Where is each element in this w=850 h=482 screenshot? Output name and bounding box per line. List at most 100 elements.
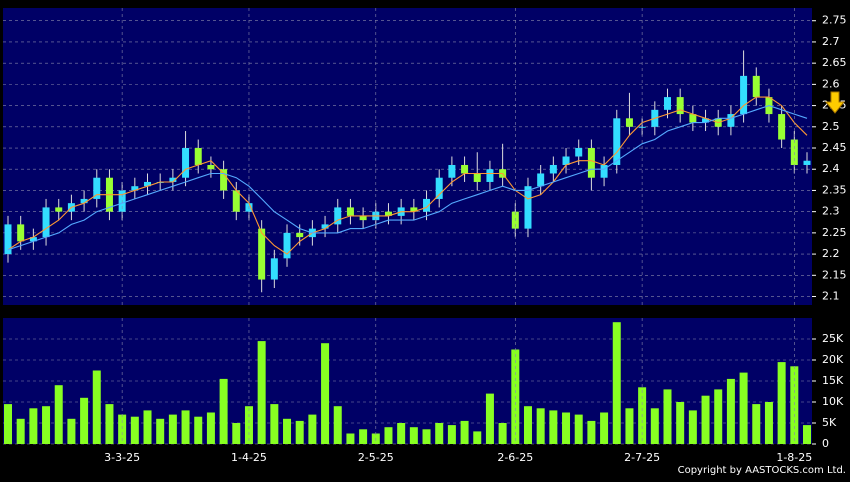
candle-body	[625, 118, 633, 127]
candle-body	[587, 148, 595, 178]
copyright: Copyright by AASTOCKS.com Ltd.	[678, 465, 846, 476]
volume-bar	[257, 341, 266, 444]
volume-bar	[346, 433, 355, 444]
candle-body	[144, 181, 152, 187]
y-tick-label: 2.2	[822, 247, 840, 260]
candle-body	[702, 118, 710, 123]
candle-body	[80, 198, 88, 204]
volume-bar	[4, 404, 12, 444]
candle-body	[29, 237, 37, 242]
moving-average-line	[7, 96, 808, 255]
moving-average-line	[7, 105, 808, 251]
volume-bar	[676, 402, 685, 444]
candle-body	[410, 207, 418, 212]
candle-body	[689, 114, 697, 123]
arrow-marker	[824, 91, 846, 114]
x-tick-label: 1-4-25	[231, 451, 267, 464]
volume-bar	[562, 412, 571, 444]
x-tick-label: 3-3-25	[104, 451, 140, 464]
volume-bar	[473, 431, 482, 444]
y-tick-label: 15K	[822, 374, 844, 387]
price-panel	[3, 8, 812, 305]
volume-bar	[587, 420, 596, 444]
volume-bar	[232, 423, 241, 444]
y-tick-label: 25K	[822, 332, 844, 345]
candle-body	[169, 177, 177, 182]
candle-body	[194, 148, 202, 165]
candle-body	[207, 164, 215, 170]
candle-body	[638, 126, 646, 128]
volume-bar	[359, 429, 368, 444]
y-tick-label: 2.3	[822, 205, 840, 218]
candle-body	[752, 75, 760, 98]
candle-body	[296, 232, 304, 238]
candle-body	[600, 164, 608, 178]
y-tick-label: 20K	[822, 353, 844, 366]
volume-bar	[714, 389, 723, 444]
volume-bar	[764, 402, 773, 444]
candle-body	[17, 224, 25, 242]
candle-body	[283, 232, 291, 259]
volume-bar	[333, 406, 342, 444]
candle-body	[803, 160, 811, 165]
volume-bar	[219, 378, 228, 444]
candle-body	[232, 190, 240, 212]
candle-body	[346, 207, 354, 216]
volume-bar	[54, 385, 63, 444]
volume-bar	[600, 412, 609, 444]
volume-bar	[80, 397, 89, 444]
y-tick-label: 0	[822, 437, 829, 450]
candle-body	[778, 114, 786, 140]
candle-body	[473, 173, 481, 182]
volume-bar	[612, 322, 621, 444]
candle-body	[663, 97, 671, 110]
candle-body	[384, 211, 392, 216]
volume-bar	[118, 414, 127, 444]
volume-bar	[625, 408, 634, 444]
volume-bar	[143, 410, 152, 444]
y-tick-label: 2.15	[822, 268, 847, 281]
candle-body	[258, 228, 266, 280]
y-tick-label: 2.4	[822, 162, 840, 175]
y-tick-label: 2.7	[822, 35, 840, 48]
volume-bar	[168, 414, 177, 444]
candle-body	[435, 177, 443, 199]
volume-bar	[574, 414, 583, 444]
volume-bar	[663, 389, 672, 444]
volume-bar	[726, 378, 735, 444]
volume-bar	[130, 416, 139, 444]
candle-body	[4, 224, 12, 255]
volume-bar	[67, 418, 76, 444]
y-tick-label: 2.65	[822, 56, 847, 69]
volume-bar	[308, 414, 317, 444]
candle-body	[334, 207, 342, 225]
volume-bar	[422, 429, 431, 444]
volume-bar	[536, 408, 545, 444]
candle-body	[93, 177, 101, 199]
candle-body	[42, 207, 50, 238]
candle-body	[423, 198, 431, 212]
volume-bar	[283, 418, 292, 444]
volume-bar	[270, 404, 279, 444]
candle-body	[220, 169, 228, 191]
volume-bar	[409, 427, 418, 444]
volume-bar	[701, 395, 710, 444]
volume-bar	[803, 425, 811, 444]
candle-body	[182, 148, 190, 178]
candle-body	[575, 148, 583, 157]
candle-body	[537, 173, 545, 187]
candle-body	[270, 258, 278, 280]
y-tick-label: 2.75	[822, 14, 847, 27]
volume-bar	[42, 406, 51, 444]
y-tick-label: 2.6	[822, 77, 840, 90]
volume-bar	[790, 366, 799, 444]
y-tick-label: 5K	[822, 416, 837, 429]
volume-bar	[206, 412, 215, 444]
candle-body	[676, 97, 684, 115]
x-tick-label: 2-6-25	[497, 451, 533, 464]
volume-bar	[485, 393, 494, 444]
candle-body	[740, 75, 748, 115]
volume-bar	[384, 427, 393, 444]
